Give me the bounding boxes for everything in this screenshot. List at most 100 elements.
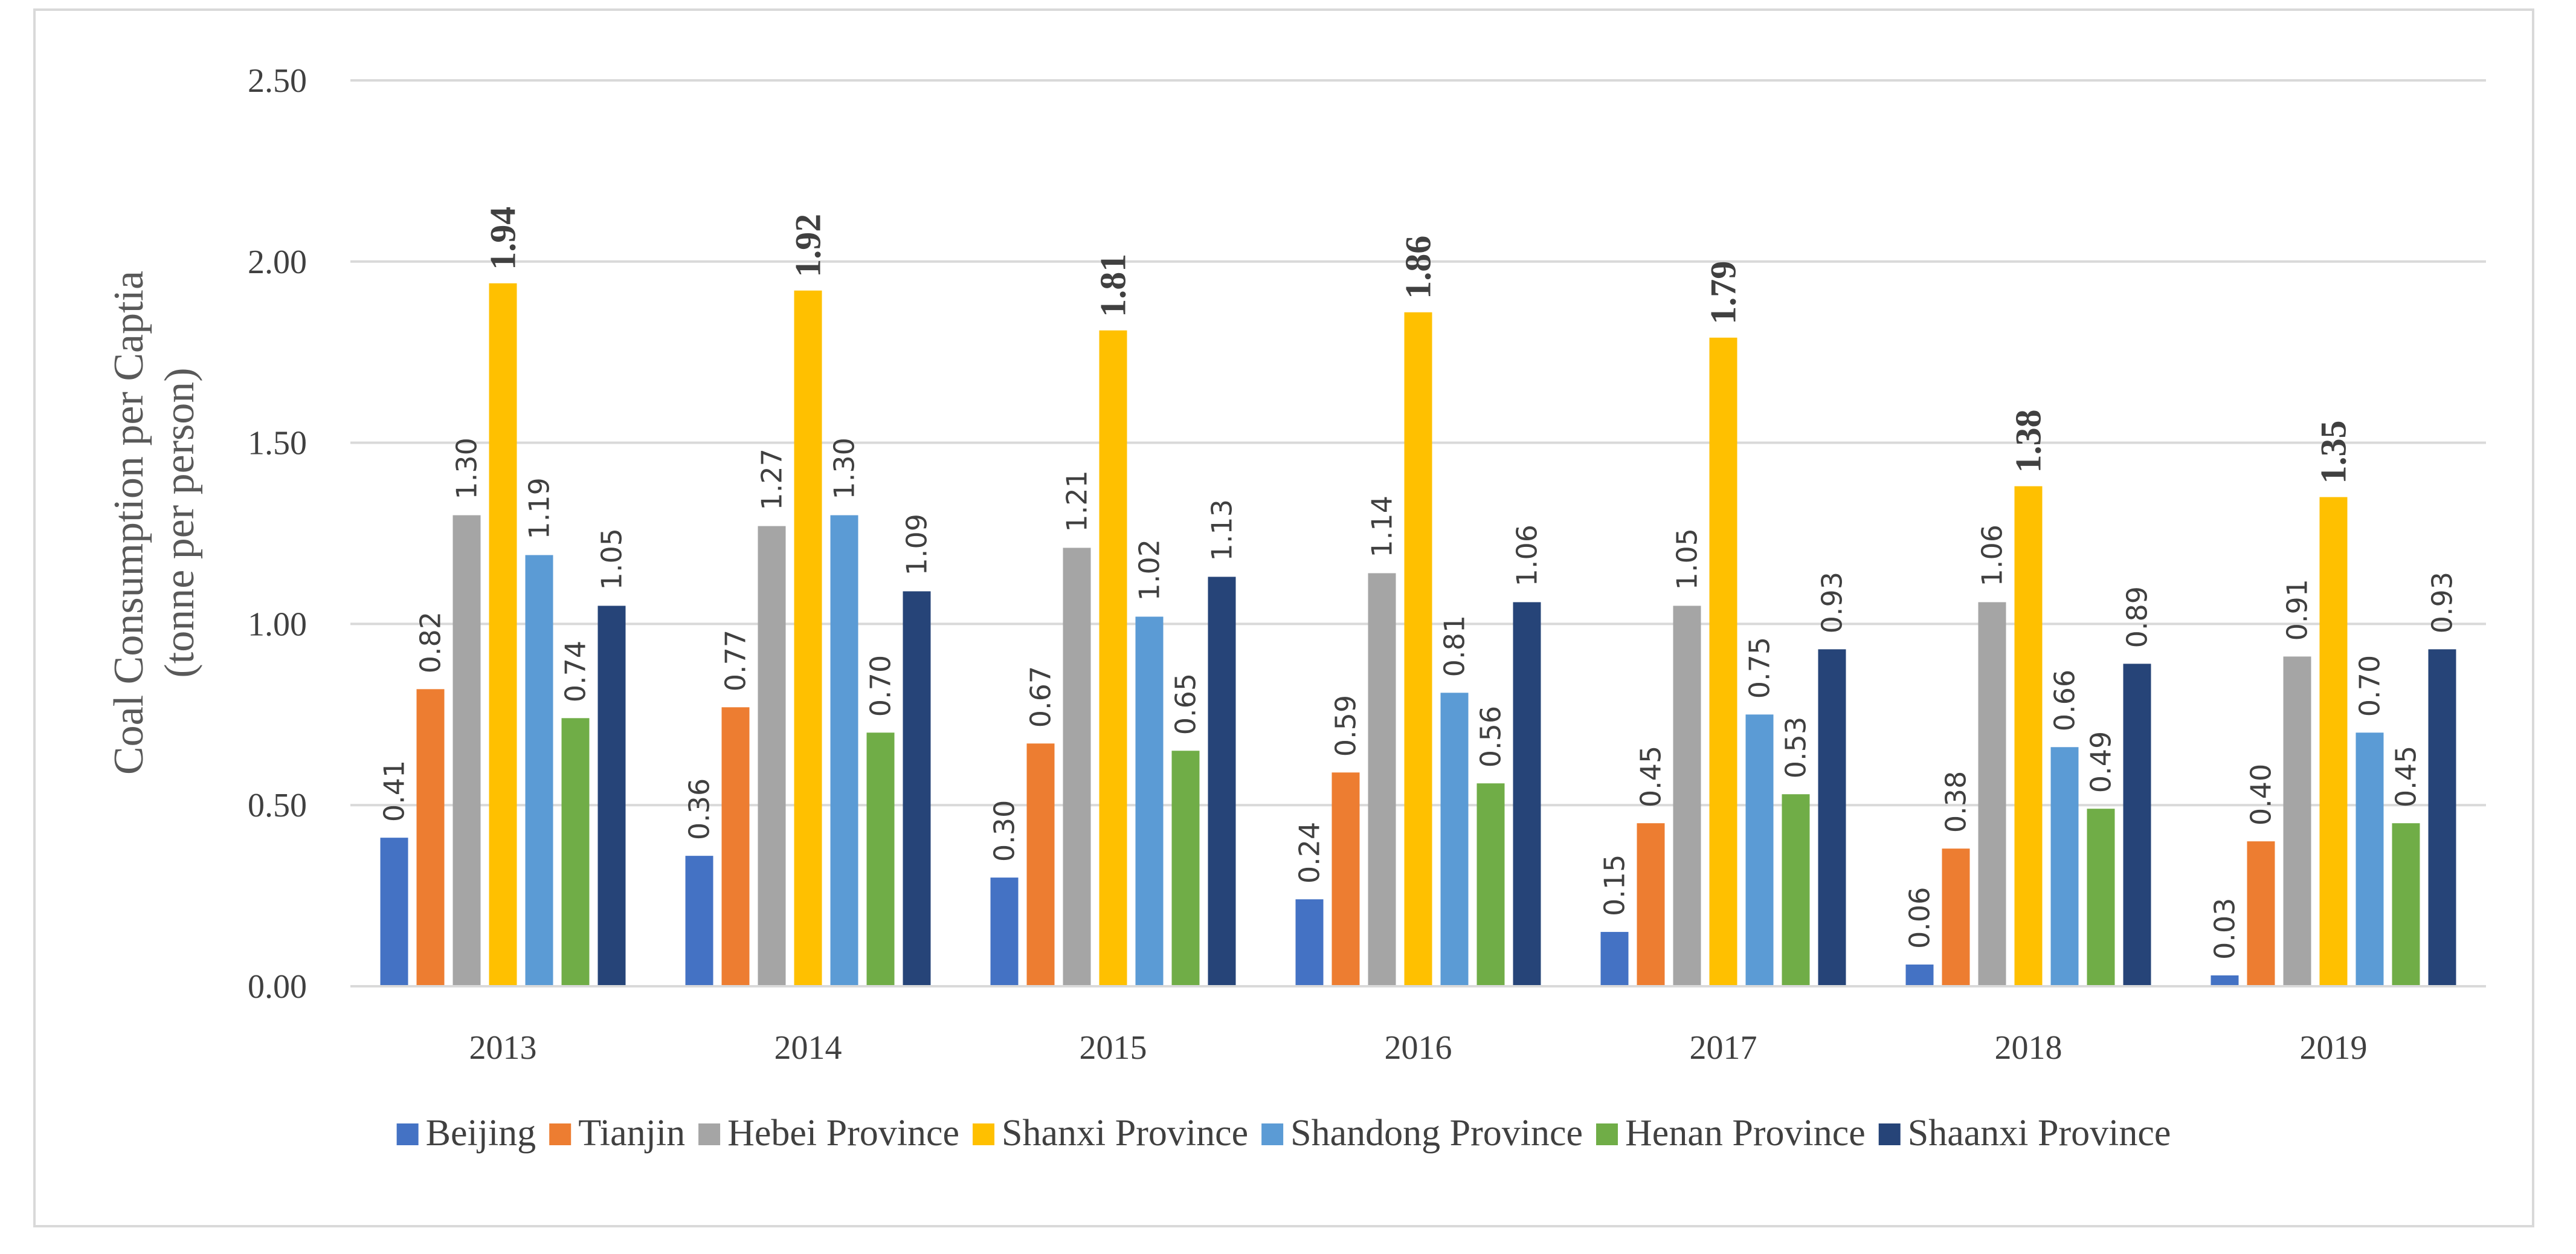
y-tick-label: 1.00: [248, 606, 307, 643]
data-label: 0.67: [1025, 666, 1057, 728]
bars: [380, 283, 2456, 986]
y-axis-title: Coal Consumption per Captia (tonne per p…: [106, 271, 203, 775]
data-labels: 0.41 0.82 1.30 1.94 1.19 0.74 1.05 0.36 0.77 1.27…: [378, 207, 2459, 960]
x-tick-label: 2019: [2300, 1029, 2368, 1067]
bar: [2247, 841, 2275, 986]
legend-label: Shandong Province: [1290, 1113, 1583, 1154]
bar: [1099, 330, 1127, 986]
legend-label: Shanxi Province: [1002, 1113, 1248, 1154]
data-label: 1.06: [1976, 525, 2009, 586]
legend-label: Henan Province: [1625, 1113, 1866, 1154]
bar: [2319, 497, 2348, 986]
bar: [758, 526, 786, 986]
legend-swatch: [698, 1123, 721, 1145]
bar: [794, 290, 822, 986]
data-label: 1.06: [1511, 525, 1544, 586]
data-label: 0.93: [2426, 572, 2459, 633]
legend-label: Shaanxi Province: [1908, 1113, 2171, 1154]
data-label: 0.89: [2121, 586, 2154, 648]
data-label: 1.94: [483, 207, 523, 270]
data-label: 1.30: [451, 438, 483, 499]
bar: [1978, 602, 2006, 986]
data-label: 0.65: [1170, 673, 1202, 735]
bar: [1063, 548, 1091, 986]
y-tick-label: 1.50: [248, 425, 307, 462]
data-label: 0.24: [1293, 822, 1326, 884]
x-tick-label: 2015: [1080, 1029, 1147, 1067]
data-label: 0.45: [1635, 746, 1667, 807]
legend-item: Tianjin: [549, 1113, 685, 1154]
data-label: 1.05: [1671, 528, 1704, 590]
data-label: 0.36: [683, 778, 716, 840]
chart-frame: [33, 8, 2534, 1227]
bar: [2211, 975, 2239, 986]
data-label: 1.92: [788, 214, 828, 277]
bar: [1905, 965, 1934, 986]
bar: [685, 856, 713, 986]
y-axis-tick-labels: 0.00 0.50 1.00 1.50 2.00 2.50: [248, 62, 307, 1006]
data-label: 0.49: [2085, 731, 2117, 793]
data-label: 0.70: [2354, 655, 2386, 717]
legend-label: Hebei Province: [727, 1113, 959, 1154]
legend-item: Shaanxi Province: [1878, 1113, 2171, 1154]
data-label: 0.30: [988, 800, 1021, 862]
bar: [1600, 932, 1629, 986]
data-label: 0.53: [1780, 717, 1812, 778]
legend-item: Shandong Province: [1261, 1113, 1583, 1154]
data-label: 0.77: [720, 630, 752, 691]
bar: [1208, 577, 1236, 986]
data-label: 1.27: [756, 448, 788, 510]
bar: [2283, 656, 2311, 986]
data-label: 1.05: [596, 528, 628, 590]
data-label: 0.15: [1599, 855, 1631, 916]
data-label: 1.13: [1206, 499, 1238, 561]
data-label: 0.41: [378, 760, 411, 822]
legend-label: Tianjin: [578, 1113, 685, 1154]
bar: [1026, 743, 1055, 986]
legend-swatch: [396, 1123, 419, 1145]
bar: [1782, 794, 1810, 986]
bar: [416, 689, 445, 986]
bar: [1171, 751, 1200, 986]
data-label: 1.19: [523, 477, 556, 539]
bar: [1440, 693, 1469, 986]
bar: [2014, 486, 2043, 986]
legend-item: Shanxi Province: [973, 1113, 1248, 1154]
bar: [452, 515, 481, 986]
bar: [561, 718, 590, 986]
legend-item: Hebei Province: [698, 1113, 959, 1154]
data-label: 1.14: [1366, 496, 1399, 557]
legend-item: Henan Province: [1596, 1113, 1866, 1154]
bar: [2087, 809, 2115, 986]
bar: [380, 838, 408, 986]
data-label: 0.45: [2390, 746, 2423, 807]
bar: [489, 283, 517, 986]
bar: [721, 707, 750, 986]
bar: [1404, 312, 1432, 986]
legend-swatch: [1878, 1123, 1901, 1145]
y-tick-label: 2.50: [248, 62, 307, 100]
bar: [1709, 337, 1737, 986]
legend-swatch: [549, 1123, 572, 1145]
bar: [2123, 664, 2151, 986]
data-label: 0.81: [1438, 615, 1471, 677]
x-tick-label: 2018: [1995, 1029, 2062, 1067]
bar: [990, 877, 1019, 986]
bar: [2355, 732, 2384, 986]
data-label: 0.82: [414, 612, 447, 673]
legend-item: Beijing: [396, 1113, 536, 1154]
data-label: 0.93: [1816, 572, 1849, 633]
data-label: 0.66: [2049, 670, 2081, 731]
bar: [1331, 772, 1360, 986]
x-axis-tick-labels: 2013 2014 2015 2016 2017 2018 2019: [469, 1029, 2368, 1067]
bar: [1135, 616, 1164, 986]
data-label: 0.59: [1330, 695, 1362, 757]
legend-swatch: [1261, 1123, 1284, 1145]
data-label: 1.81: [1093, 254, 1133, 317]
x-tick-label: 2013: [469, 1029, 537, 1067]
bar: [2050, 747, 2079, 986]
bar: [1637, 823, 1665, 986]
data-label: 0.74: [559, 641, 592, 702]
x-tick-label: 2014: [774, 1029, 842, 1067]
bar: [866, 732, 895, 986]
